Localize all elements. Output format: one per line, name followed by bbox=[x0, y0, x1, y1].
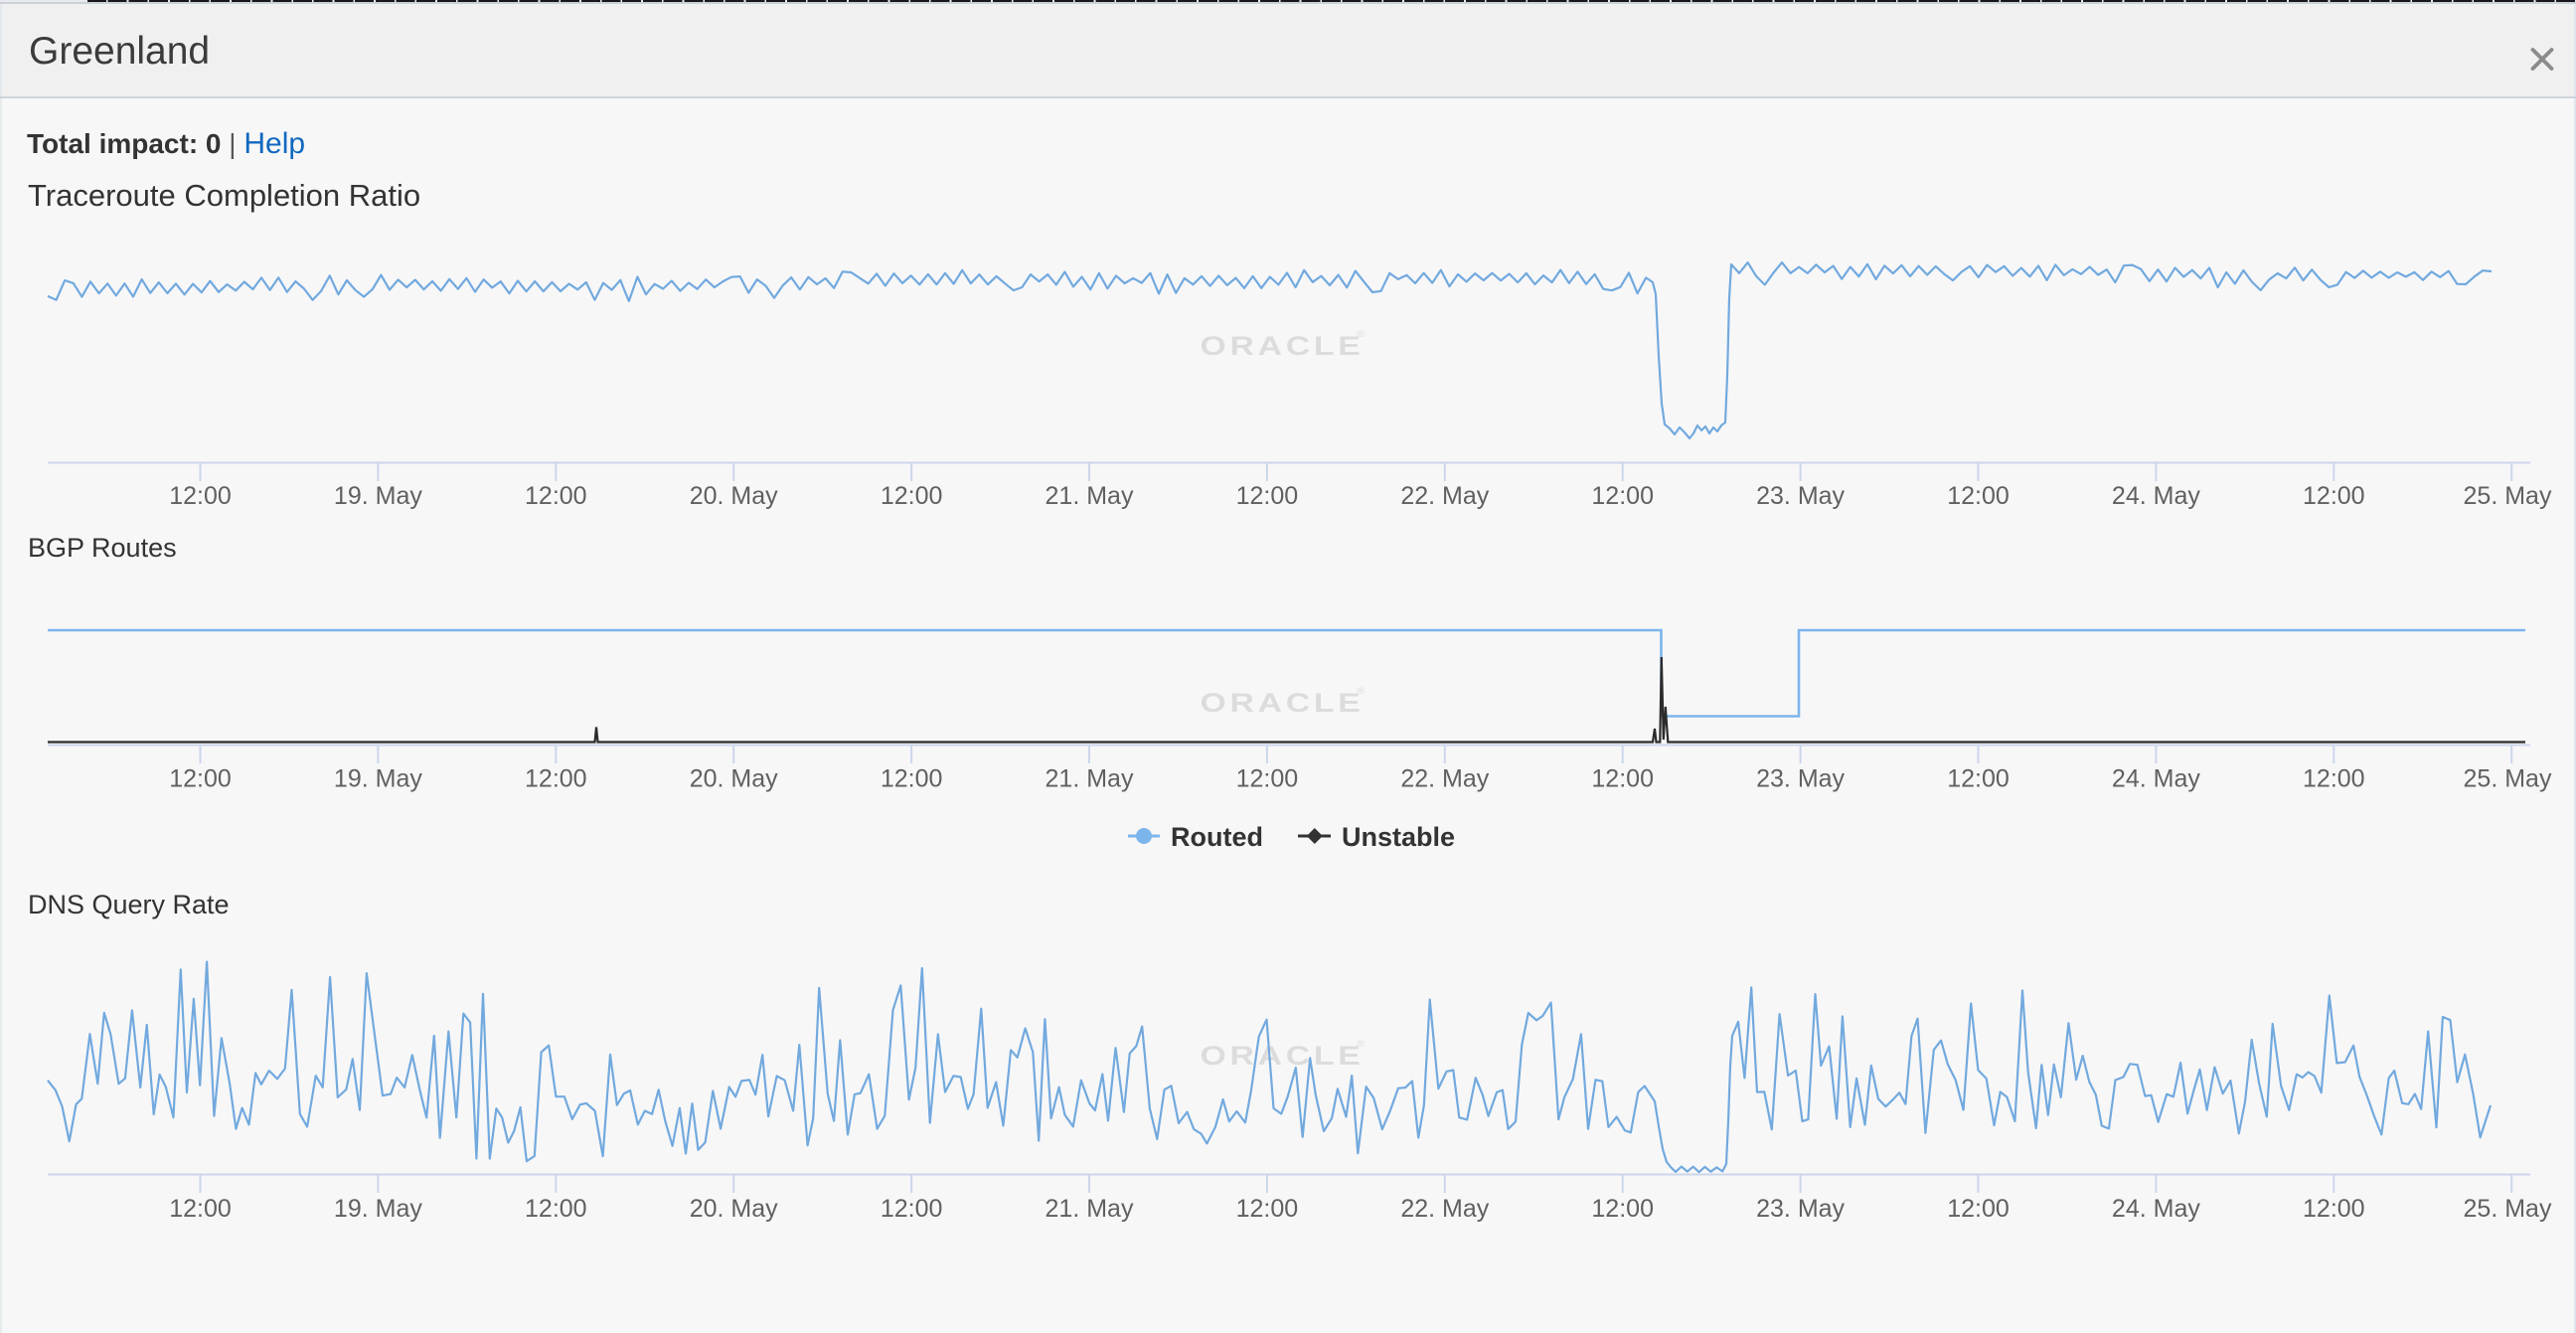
svg-text:12:00: 12:00 bbox=[1591, 765, 1654, 793]
svg-text:25. May: 25. May bbox=[2464, 765, 2552, 793]
svg-text:25. May: 25. May bbox=[2464, 1195, 2552, 1223]
svg-text:22. May: 22. May bbox=[1400, 765, 1489, 793]
svg-text:23. May: 23. May bbox=[1756, 482, 1845, 510]
svg-text:20. May: 20. May bbox=[690, 1195, 778, 1223]
svg-text:12:00: 12:00 bbox=[2303, 1195, 2365, 1223]
svg-text:12:00: 12:00 bbox=[2303, 765, 2365, 793]
svg-text:20. May: 20. May bbox=[690, 482, 778, 510]
svg-text:25. May: 25. May bbox=[2464, 482, 2552, 510]
svg-text:12:00: 12:00 bbox=[1236, 1195, 1299, 1223]
svg-text:12:00: 12:00 bbox=[525, 482, 587, 510]
svg-text:12:00: 12:00 bbox=[525, 1195, 587, 1223]
svg-text:®: ® bbox=[1357, 687, 1366, 697]
svg-text:23. May: 23. May bbox=[1756, 1195, 1845, 1223]
svg-text:19. May: 19. May bbox=[334, 1195, 422, 1223]
svg-text:21. May: 21. May bbox=[1046, 1195, 1134, 1223]
svg-text:21. May: 21. May bbox=[1046, 482, 1134, 510]
svg-text:12:00: 12:00 bbox=[1236, 765, 1299, 793]
svg-text:ORACLE: ORACLE bbox=[1201, 688, 1365, 718]
svg-text:ORACLE: ORACLE bbox=[1201, 331, 1365, 361]
svg-text:12:00: 12:00 bbox=[169, 482, 232, 510]
svg-text:12:00: 12:00 bbox=[1947, 765, 2010, 793]
svg-text:24. May: 24. May bbox=[2112, 1195, 2200, 1223]
svg-text:Routed: Routed bbox=[1171, 822, 1263, 852]
svg-text:12:00: 12:00 bbox=[169, 765, 232, 793]
svg-text:12:00: 12:00 bbox=[1591, 482, 1654, 510]
svg-text:®: ® bbox=[1357, 330, 1366, 340]
svg-text:24. May: 24. May bbox=[2112, 765, 2200, 793]
svg-text:20. May: 20. May bbox=[690, 765, 778, 793]
svg-text:ORACLE: ORACLE bbox=[1201, 1041, 1365, 1071]
svg-text:12:00: 12:00 bbox=[1236, 482, 1299, 510]
svg-text:Unstable: Unstable bbox=[1342, 822, 1455, 852]
svg-text:12:00: 12:00 bbox=[881, 1195, 943, 1223]
svg-text:22. May: 22. May bbox=[1400, 482, 1489, 510]
svg-text:19. May: 19. May bbox=[334, 482, 422, 510]
svg-text:24. May: 24. May bbox=[2112, 482, 2200, 510]
svg-text:12:00: 12:00 bbox=[169, 1195, 232, 1223]
svg-text:12:00: 12:00 bbox=[525, 765, 587, 793]
svg-text:12:00: 12:00 bbox=[2303, 482, 2365, 510]
svg-text:12:00: 12:00 bbox=[1947, 482, 2010, 510]
svg-text:12:00: 12:00 bbox=[1947, 1195, 2010, 1223]
svg-text:19. May: 19. May bbox=[334, 765, 422, 793]
svg-text:12:00: 12:00 bbox=[881, 482, 943, 510]
svg-text:12:00: 12:00 bbox=[881, 765, 943, 793]
svg-text:®: ® bbox=[1357, 1040, 1366, 1050]
svg-text:12:00: 12:00 bbox=[1591, 1195, 1654, 1223]
svg-text:22. May: 22. May bbox=[1400, 1195, 1489, 1223]
svg-text:23. May: 23. May bbox=[1756, 765, 1845, 793]
svg-text:21. May: 21. May bbox=[1046, 765, 1134, 793]
